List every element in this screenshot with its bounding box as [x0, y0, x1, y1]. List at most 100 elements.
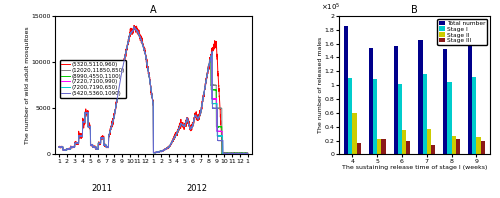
(12020,11850,850) [240, 152, 246, 154]
(5320,5110,960) [242, 153, 248, 155]
Line: (7220,7100,990): (7220,7100,990) [59, 27, 248, 154]
Bar [394, 46, 398, 154]
(5420,5360,1090) [240, 153, 246, 155]
(5420,5360,1090) [143, 56, 149, 58]
Line: (7200,7190,650): (7200,7190,650) [59, 27, 248, 154]
Legend: (5320,5110,960), (12020,11850,850), (8990,4550,1100), (7220,7100,990), (7200,719: (5320,5110,960), (12020,11850,850), (899… [60, 60, 126, 98]
(8990,4550,1100) [245, 152, 251, 155]
(5320,5110,960) [131, 24, 137, 27]
Legend: Total number, Stage I, Stage II, Stage III: Total number, Stage I, Stage II, Stage I… [438, 19, 487, 45]
Y-axis label: The number of wild adult mosquitoes: The number of wild adult mosquitoes [25, 26, 30, 144]
(7220,7100,990) [130, 26, 136, 28]
(8990,4550,1100) [204, 70, 210, 73]
(7220,7100,990) [56, 146, 62, 148]
Bar [352, 113, 356, 154]
(12020,11850,850) [130, 26, 136, 28]
Bar [456, 139, 460, 154]
(5420,5360,1090) [66, 148, 71, 150]
(7200,7190,650) [204, 70, 210, 73]
(8990,4550,1100) [148, 87, 154, 89]
Bar [422, 74, 426, 154]
(12020,11850,850) [245, 152, 251, 154]
(7200,7190,650) [234, 153, 239, 155]
Bar [398, 84, 402, 154]
Bar [443, 49, 448, 154]
(5420,5360,1090) [228, 153, 234, 155]
(8990,4550,1100) [66, 148, 71, 150]
Bar [476, 137, 480, 154]
(5320,5110,960) [204, 70, 210, 72]
(7220,7100,990) [143, 55, 149, 58]
(7220,7100,990) [204, 70, 210, 72]
(8990,4550,1100) [240, 152, 246, 155]
(8990,4550,1100) [143, 56, 149, 58]
(7200,7190,650) [245, 153, 251, 155]
Bar [480, 141, 485, 154]
(7220,7100,990) [148, 87, 154, 89]
Title: B: B [411, 5, 418, 15]
(12020,11850,850) [143, 56, 149, 58]
Bar [431, 145, 435, 154]
(5420,5360,1090) [131, 26, 137, 28]
(8990,4550,1100) [131, 26, 137, 28]
(5320,5110,960) [245, 153, 251, 155]
(7220,7100,990) [240, 152, 246, 155]
Bar [344, 26, 348, 154]
Bar [348, 78, 352, 154]
Line: (8990,4550,1100): (8990,4550,1100) [59, 27, 248, 154]
(7200,7190,650) [130, 26, 136, 28]
(5320,5110,960) [240, 153, 246, 155]
(7200,7190,650) [148, 87, 154, 89]
Bar [448, 82, 452, 154]
(7220,7100,990) [240, 152, 246, 154]
(12020,11850,850) [240, 152, 246, 154]
(12020,11850,850) [204, 70, 210, 72]
Bar [382, 139, 386, 154]
Title: A: A [150, 5, 156, 15]
(5420,5360,1090) [240, 153, 246, 155]
Text: 2011: 2011 [92, 184, 112, 193]
(12020,11850,850) [56, 146, 62, 148]
Bar [406, 141, 410, 154]
Line: (5320,5110,960): (5320,5110,960) [59, 25, 248, 154]
(5420,5360,1090) [245, 153, 251, 155]
(5320,5110,960) [148, 88, 154, 90]
(7220,7100,990) [66, 148, 71, 150]
(5420,5360,1090) [56, 146, 62, 148]
(5320,5110,960) [143, 54, 149, 56]
Bar [468, 45, 472, 154]
(7200,7190,650) [56, 146, 62, 148]
(8990,4550,1100) [239, 152, 245, 155]
Bar [402, 130, 406, 154]
(8990,4550,1100) [240, 152, 246, 154]
Bar [418, 40, 422, 154]
Text: 2012: 2012 [186, 184, 207, 193]
(12020,11850,850) [148, 87, 154, 89]
Line: (12020,11850,850): (12020,11850,850) [59, 27, 248, 153]
(5320,5110,960) [240, 153, 246, 155]
Text: $\times 10^5$: $\times 10^5$ [320, 2, 340, 13]
(12020,11850,850) [230, 152, 236, 155]
(7200,7190,650) [240, 152, 246, 155]
(8990,4550,1100) [56, 146, 62, 148]
Bar [472, 77, 476, 154]
Y-axis label: The number of released males: The number of released males [318, 37, 324, 133]
X-axis label: The sustaining release time of stage I (weeks): The sustaining release time of stage I (… [342, 165, 487, 170]
(7220,7100,990) [245, 152, 251, 155]
Bar [452, 136, 456, 154]
(5420,5360,1090) [204, 70, 210, 72]
(12020,11850,850) [66, 148, 71, 150]
Bar [373, 79, 377, 154]
(5320,5110,960) [66, 148, 71, 150]
(5320,5110,960) [56, 146, 62, 148]
(7200,7190,650) [66, 148, 71, 150]
(7200,7190,650) [143, 55, 149, 58]
Bar [356, 143, 361, 154]
Bar [368, 48, 373, 154]
Line: (5420,5360,1090): (5420,5360,1090) [59, 27, 248, 154]
(7220,7100,990) [234, 153, 240, 155]
Bar [426, 129, 431, 154]
(7200,7190,650) [240, 152, 246, 155]
(5420,5360,1090) [148, 87, 154, 89]
Bar [377, 139, 382, 154]
